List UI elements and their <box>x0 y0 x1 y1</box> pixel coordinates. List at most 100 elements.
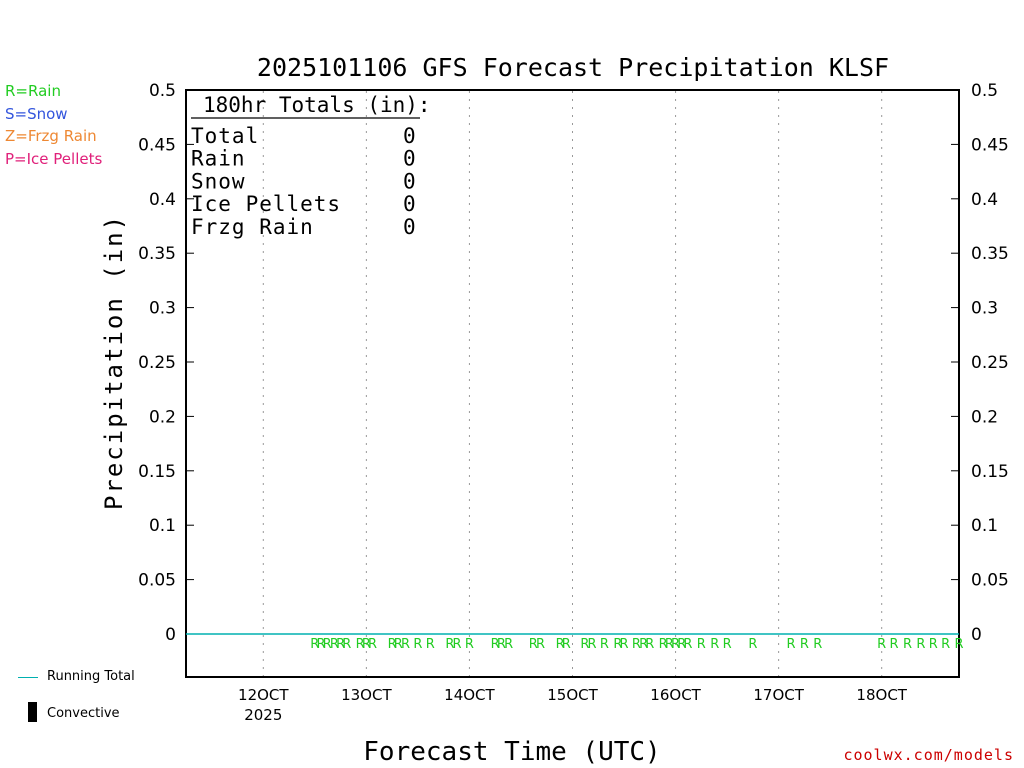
rain-marker: R <box>929 637 938 652</box>
totals-row-label: Total <box>191 124 259 148</box>
credit-text: coolwx.com/models <box>843 746 1014 764</box>
y-tick-label-right: 0.45 <box>971 135 1009 155</box>
y-tick-label-right: 0.05 <box>971 571 1009 591</box>
rain-marker: R <box>497 637 506 652</box>
rain-marker: R <box>916 637 925 652</box>
totals-row-label: Frzg Rain <box>191 215 314 239</box>
rain-marker: R <box>677 637 686 652</box>
rain-marker: R <box>316 637 325 652</box>
rain-marker: R <box>362 637 371 652</box>
x-tick-label: 13OCT <box>341 686 392 704</box>
x-tick-label: 12OCT <box>238 686 289 704</box>
y-tick-label-left: 0.2 <box>149 407 176 427</box>
rain-marker: R <box>529 637 538 652</box>
y-tick-label-right: 0.4 <box>971 190 998 210</box>
rain-marker: R <box>310 637 319 652</box>
rain-marker: R <box>588 637 597 652</box>
rain-marker: R <box>954 637 963 652</box>
y-tick-label-left: 0.35 <box>138 244 176 264</box>
rain-marker: R <box>710 637 719 652</box>
vertical-grid <box>262 91 883 676</box>
legend-snow: S=Snow <box>5 105 68 123</box>
rain-marker: R <box>800 637 809 652</box>
chart-title: 2025101106 GFS Forecast Precipitation KL… <box>257 53 889 82</box>
totals-row-label: Rain <box>191 147 246 171</box>
rain-marker: R <box>453 637 462 652</box>
rain-marker: R <box>556 637 565 652</box>
y-tick-label-right: 0.2 <box>971 407 998 427</box>
y-tick-label-right: 0.5 <box>971 81 998 101</box>
legend-freezing-rain: Z=Frzg Rain <box>5 127 97 145</box>
x-tick-label: 16OCT <box>650 686 701 704</box>
y-tick-label-left: 0.05 <box>138 571 176 591</box>
rain-marker: R <box>665 637 674 652</box>
rain-marker: R <box>941 637 950 652</box>
rain-marker: R <box>903 637 912 652</box>
rain-marker: R <box>465 637 474 652</box>
x-axis-label: Forecast Time (UTC) <box>363 737 660 767</box>
rain-marker: R <box>671 637 680 652</box>
y-axis-label: Precipitation (in) <box>100 214 128 510</box>
rain-marker: R <box>336 637 345 652</box>
rain-marker: R <box>562 637 571 652</box>
rain-marker: R <box>580 637 589 652</box>
totals-row-label: Snow <box>191 169 246 193</box>
rain-marker: R <box>877 637 886 652</box>
rain-marker: R <box>813 637 822 652</box>
rain-marker: R <box>504 637 513 652</box>
y-tick-label-left: 0.3 <box>149 299 176 319</box>
totals-box: 180hr Totals (in): Total 0 Rain 0 Snow 0 Ice Pe… <box>191 93 431 239</box>
rain-marker: R <box>323 637 332 652</box>
rain-marker: R <box>342 637 351 652</box>
rain-marker: R <box>426 637 435 652</box>
y-tick-label-left: 0.5 <box>149 81 176 101</box>
rain-marker: R <box>356 637 365 652</box>
y-tick-label-right: 0.25 <box>971 353 1009 373</box>
y-tick-label-right: 0.3 <box>971 299 998 319</box>
y-tick-label-left: 0.4 <box>149 190 176 210</box>
convective-label: Convective <box>47 706 120 721</box>
rain-marker: R <box>890 637 899 652</box>
rain-marker: R <box>368 637 377 652</box>
totals-header: 180hr Totals (in): <box>203 93 431 117</box>
totals-row-value: 0 <box>403 215 416 239</box>
x-axis-ticks: 12OCT 2025 13OCT 14OCT 15OCT 16OCT 17OCT 18OCT <box>238 686 908 724</box>
y-tick-label-left: 0.45 <box>138 135 176 155</box>
y-tick-label-right: 0.1 <box>971 516 998 536</box>
x-tick-label: 15OCT <box>547 686 598 704</box>
rain-marker: R <box>723 637 732 652</box>
rain-marker: R <box>388 637 397 652</box>
y-tick-label-right: 0.15 <box>971 462 1009 482</box>
rain-marker: R <box>697 637 706 652</box>
plot-frame <box>185 89 960 678</box>
rain-marker: R <box>401 637 410 652</box>
totals-row-value: 0 <box>403 124 416 148</box>
y-tick-label-left: 0.25 <box>138 353 176 373</box>
x-tick-label: 14OCT <box>444 686 495 704</box>
y-axis-ticks: 0 00.05 0.050.1 0.10.15 0.150.2 0.20.25 0.250.… <box>138 81 1009 645</box>
legend-ice-pellets: P=Ice Pellets <box>5 150 103 168</box>
rain-marker: R <box>413 637 422 652</box>
rain-marker: R <box>786 637 795 652</box>
rain-marker: R <box>536 637 545 652</box>
rain-marker: R <box>748 637 757 652</box>
rain-marker: R <box>683 637 692 652</box>
rain-marker: R <box>613 637 622 652</box>
rain-marker: R <box>491 637 500 652</box>
totals-row-value: 0 <box>403 147 416 171</box>
rain-marker: R <box>600 637 609 652</box>
running-total-label: Running Total <box>47 669 135 684</box>
rain-marker: R <box>394 637 403 652</box>
convective-swatch <box>28 702 37 722</box>
totals-row-label: Ice Pellets <box>191 192 341 216</box>
rain-marker: R <box>645 637 654 652</box>
legend-rain: R=Rain <box>5 82 61 100</box>
running-total-swatch <box>18 677 38 678</box>
rain-marker: R <box>330 637 339 652</box>
x-tick-label: 18OCT <box>856 686 907 704</box>
totals-row-value: 0 <box>403 192 416 216</box>
y-tick-label-left: 0.15 <box>138 462 176 482</box>
rain-marker: R <box>632 637 641 652</box>
